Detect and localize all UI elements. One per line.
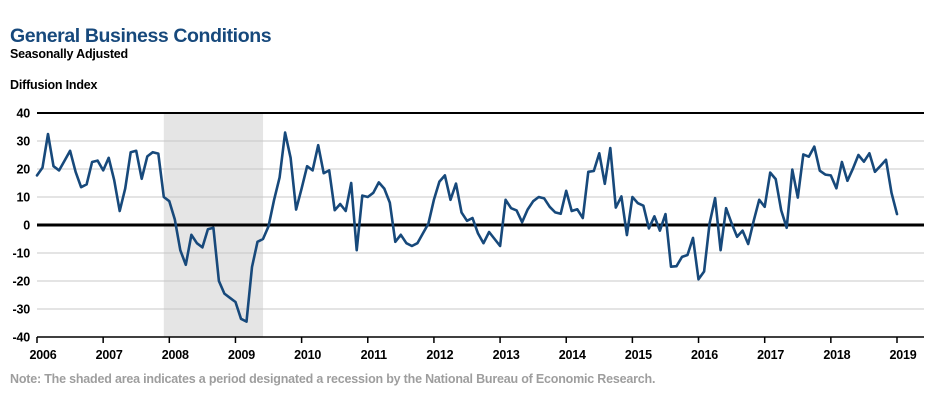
x-tick-label: 2006 xyxy=(29,348,56,362)
x-tick-label: 2012 xyxy=(426,348,453,362)
x-tick-label: 2007 xyxy=(96,348,123,362)
y-tick-label: 0 xyxy=(23,219,30,233)
x-tick-label: 2017 xyxy=(757,348,784,362)
x-tick-label: 2013 xyxy=(493,348,520,362)
y-tick-label: -30 xyxy=(13,303,31,317)
y-tick-label: 20 xyxy=(16,163,30,177)
x-tick-label: 2011 xyxy=(361,348,388,362)
x-tick-label: 2014 xyxy=(559,348,586,362)
x-tick-label: 2008 xyxy=(162,348,189,362)
page-title: General Business Conditions xyxy=(10,25,272,47)
chart-note: Note: The shaded area indicates a period… xyxy=(10,372,656,386)
x-tick-label: 2016 xyxy=(691,348,718,362)
x-axis-ticks xyxy=(36,337,898,343)
x-tick-labels: 2006 2007 2008 2009 2010 2011 2012 2013 2014 2015… xyxy=(29,348,916,362)
y-tick-label: 30 xyxy=(16,135,30,149)
y-tick-label: -20 xyxy=(13,275,31,289)
x-tick-label: 2018 xyxy=(823,348,850,362)
y-tick-label: -10 xyxy=(13,247,31,261)
x-tick-label: 2019 xyxy=(889,348,916,362)
y-tick-label: 40 xyxy=(16,107,30,121)
y-tick-label: 10 xyxy=(16,191,30,205)
gridlines xyxy=(37,140,924,310)
y-tick-labels: 40 30 20 10 0 -10 -20 -30 -40 xyxy=(13,107,31,345)
x-tick-label: 2009 xyxy=(228,348,255,362)
page-subtitle: Seasonally Adjusted xyxy=(10,47,128,61)
y-axis-title: Diffusion Index xyxy=(10,78,98,92)
y-tick-label: -40 xyxy=(13,331,31,345)
x-tick-label: 2015 xyxy=(625,348,652,362)
general-business-conditions-line xyxy=(35,131,899,323)
x-tick-label: 2010 xyxy=(294,348,321,362)
